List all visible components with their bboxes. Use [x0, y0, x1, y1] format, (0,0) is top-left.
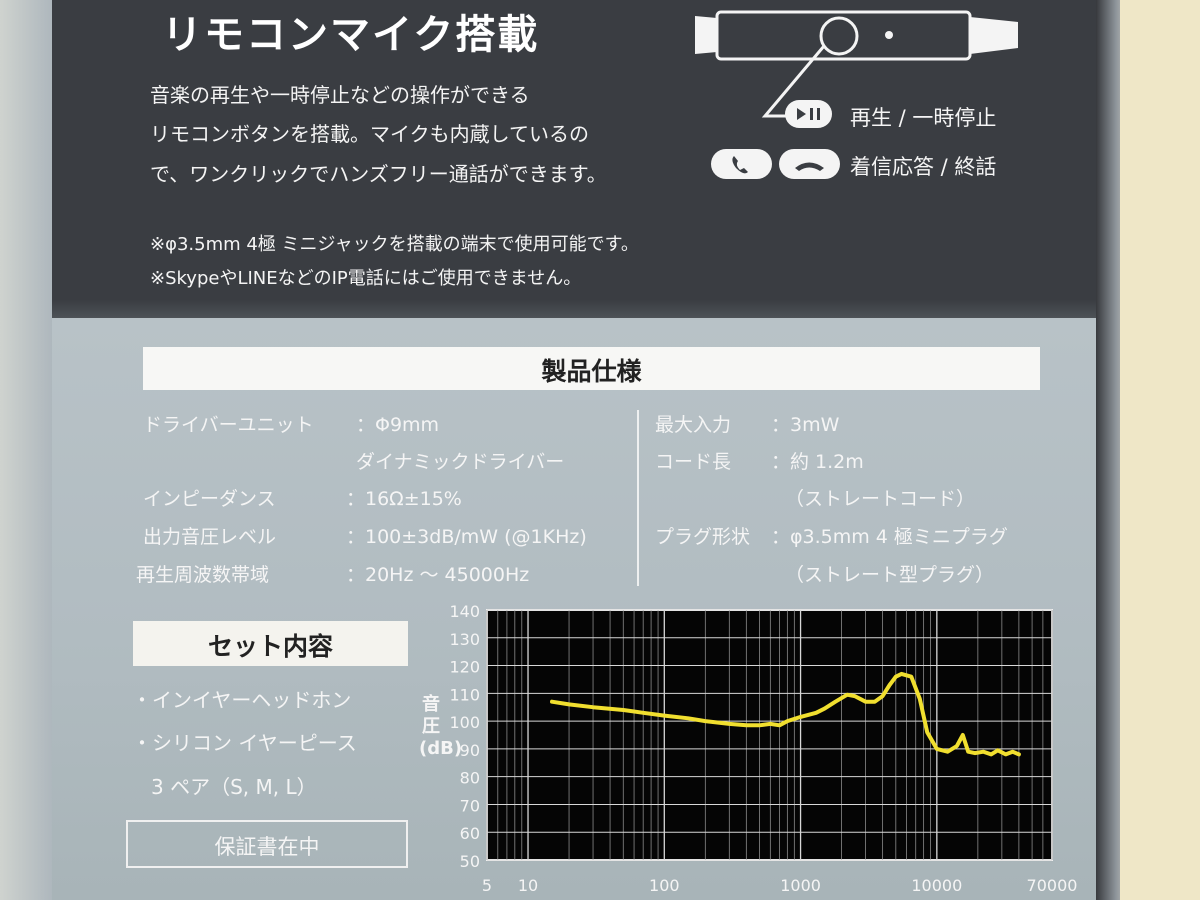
y-axis-tick-label: 90 — [460, 741, 480, 760]
feature-title: リモコンマイク搭載 — [162, 12, 540, 58]
sensitivity-value: ：100±3dB/mW (@1KHz) — [346, 526, 587, 548]
cord-length-value: ：約 1.2m — [771, 451, 864, 473]
feature-description-line-2: リモコンボタンを搭載。マイクも内蔵しているの — [150, 122, 589, 146]
x-axis-tick-label: 5 — [482, 876, 492, 895]
specifications-title: 製品仕様 — [541, 357, 642, 386]
play-pause-icon — [785, 100, 832, 128]
y-axis-tick-label: 120 — [449, 658, 480, 677]
x-axis-tick-label: 70000 — [1027, 876, 1078, 895]
plug-shape-label: プラグ形状 — [655, 526, 751, 548]
frequency-range-value: ：20Hz ～ 45000Hz — [346, 564, 530, 586]
cord-type-value: （ストレートコード） — [785, 488, 976, 510]
driver-unit-value: ：Φ9mm — [356, 414, 440, 436]
remote-callout-line — [761, 45, 826, 118]
left-packaging-edge — [0, 0, 52, 900]
max-input-label: 最大入力 — [655, 414, 732, 436]
y-axis-tick-label: 50 — [460, 852, 480, 871]
contents-earphones: ・インイヤーヘッドホン — [132, 688, 352, 712]
play-pause-label: 再生 / 一時停止 — [850, 106, 997, 130]
contents-eartips: ・シリコン イヤーピース — [132, 731, 357, 755]
remote-mic-panel — [52, 0, 1107, 318]
driver-type-value: ダイナミックドライバー — [356, 451, 565, 473]
max-input-value: ：3mW — [771, 414, 840, 436]
x-axis-tick-label: 10 — [518, 876, 538, 895]
right-packaging-edge — [1120, 0, 1200, 900]
y-axis-tick-label: 110 — [449, 685, 480, 704]
cord-length-label: コード長 — [655, 451, 732, 473]
plug-type-value: （ストレート型プラグ） — [785, 564, 995, 586]
x-axis-tick-label: 100 — [649, 876, 680, 895]
frequency-range-label: 再生周波数帯域 — [136, 564, 270, 586]
feature-description-line-1: 音楽の再生や一時停止などの操作ができる — [150, 83, 530, 107]
remote-main-button — [819, 16, 859, 56]
driver-unit-label: ドライバーユニット — [143, 414, 314, 436]
package-contents-title: セット内容 — [207, 632, 333, 661]
impedance-value: ：16Ω±15% — [346, 488, 462, 510]
chart-plot-area — [486, 609, 1053, 861]
mic-dot-icon — [885, 31, 893, 39]
spec-column-divider — [637, 410, 639, 586]
plug-shape-value: ：φ3.5mm 4 極ミニプラグ — [771, 526, 1008, 548]
x-axis-tick-label: 1000 — [780, 876, 821, 895]
y-axis-tick-label: 80 — [460, 769, 480, 788]
contents-eartip-sizes: 3 ペア（S, M, L） — [151, 775, 317, 799]
y-axis-tick-label: 100 — [449, 713, 480, 732]
y-axis-tick-label: 70 — [460, 796, 480, 815]
warranty-label: 保証書在中 — [214, 835, 320, 859]
compatibility-note: ※φ3.5mm 4極 ミニジャックを搭載の端末で使用可能です。 — [150, 234, 639, 255]
feature-description-line-3: で、ワンクリックでハンズフリー通話ができます。 — [150, 162, 607, 186]
x-axis-tick-label: 10000 — [911, 876, 962, 895]
package-contents-header: セット内容 — [133, 621, 408, 666]
y-axis-tick-label: 60 — [460, 824, 480, 843]
answer-call-icon — [711, 149, 772, 179]
y-axis-tick-label: 140 — [449, 602, 480, 621]
warranty-box: 保証書在中 — [126, 820, 408, 868]
frequency-response-line — [550, 671, 1021, 757]
impedance-label: インピーダンス — [143, 488, 276, 510]
remote-left-cap — [695, 16, 717, 54]
sensitivity-label: 出力音圧レベル — [143, 526, 277, 548]
specifications-header: 製品仕様 — [143, 347, 1040, 390]
ip-call-note: ※SkypeやLINEなどのIP電話にはご使用できません。 — [150, 268, 582, 289]
remote-right-cap — [970, 17, 1018, 54]
y-axis-tick-label: 130 — [449, 630, 480, 649]
call-answer-end-label: 着信応答 / 終話 — [850, 155, 997, 179]
